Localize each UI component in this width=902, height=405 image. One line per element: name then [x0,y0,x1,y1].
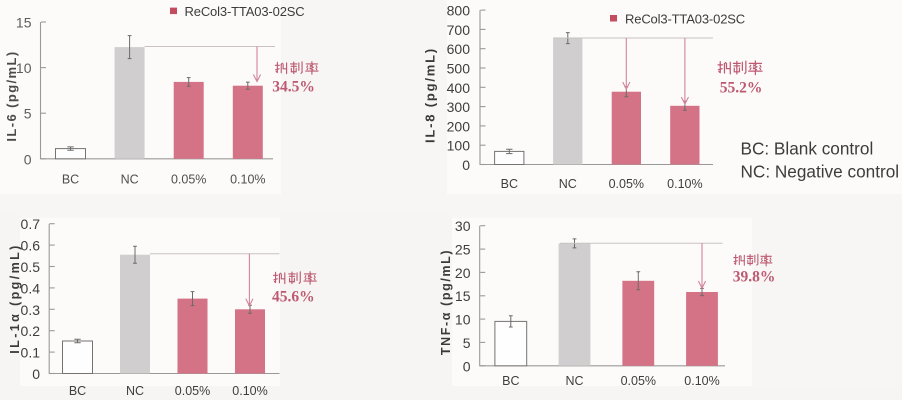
svg-text:300: 300 [447,99,471,115]
svg-text:100: 100 [447,138,471,154]
svg-text:500: 500 [447,61,471,77]
svg-text:0.05%: 0.05% [609,177,644,191]
svg-text:700: 700 [447,22,471,38]
svg-text:BC: BC [62,172,79,186]
svg-text:BC: BC [69,384,86,398]
svg-text:800: 800 [447,3,471,19]
svg-text:600: 600 [447,41,471,57]
svg-text:NC: NC [559,177,577,191]
svg-text:0: 0 [463,358,471,374]
svg-text:55.2%: 55.2% [720,79,763,96]
svg-text:0.4: 0.4 [21,280,41,296]
svg-text:IL-8 (pg/mL): IL-8 (pg/mL) [423,47,438,143]
svg-text:10: 10 [455,312,471,328]
svg-text:BC: BC [502,374,519,388]
svg-text:39.8%: 39.8% [733,269,776,286]
svg-text:400: 400 [447,80,471,96]
svg-text:IL-1α (pg/mL): IL-1α (pg/mL) [8,243,22,353]
svg-text:0.10%: 0.10% [232,384,267,398]
svg-text:NC: NC [126,384,144,398]
svg-text:IL-6 (pg/mL): IL-6 (pg/mL) [4,50,19,141]
svg-text:0.05%: 0.05% [171,172,206,186]
svg-text:NC: NC [121,172,139,186]
svg-text:0.10%: 0.10% [684,374,719,388]
svg-text:30: 30 [455,218,471,234]
svg-text:BC: Blank control: BC: Blank control [741,139,874,159]
svg-text:0.7: 0.7 [21,216,41,232]
svg-text:0: 0 [462,157,470,173]
svg-text:15: 15 [16,15,32,31]
svg-text:0: 0 [24,151,32,167]
svg-text:25: 25 [455,242,471,258]
svg-text:0.6: 0.6 [21,238,41,254]
svg-text:0.2: 0.2 [21,323,41,339]
svg-text:45.6%: 45.6% [272,289,315,306]
svg-text:0: 0 [32,366,40,382]
svg-text:BC: BC [501,177,518,191]
svg-text:0.5: 0.5 [21,259,41,275]
svg-text:5: 5 [24,106,32,122]
svg-text:0.3: 0.3 [21,302,41,318]
svg-text:0.10%: 0.10% [667,177,702,191]
svg-text:NC: NC [565,374,583,388]
svg-text:NC: Negative control: NC: Negative control [741,161,900,181]
svg-text:0.10%: 0.10% [230,172,265,186]
svg-text:0.05%: 0.05% [175,384,210,398]
svg-text:TNF-α (pg/mL): TNF-α (pg/mL) [439,249,453,355]
svg-text:20: 20 [455,265,471,281]
svg-text:10: 10 [16,60,32,76]
svg-text:200: 200 [447,118,471,134]
svg-text:15: 15 [455,288,471,304]
svg-text:ReCol3-TTA03-02SC: ReCol3-TTA03-02SC [625,12,745,27]
svg-text:0.1: 0.1 [21,345,41,361]
svg-text:34.5%: 34.5% [272,79,315,96]
svg-text:0.05%: 0.05% [621,374,656,388]
svg-text:5: 5 [463,335,471,351]
svg-text:ReCol3-TTA03-02SC: ReCol3-TTA03-02SC [185,4,305,19]
